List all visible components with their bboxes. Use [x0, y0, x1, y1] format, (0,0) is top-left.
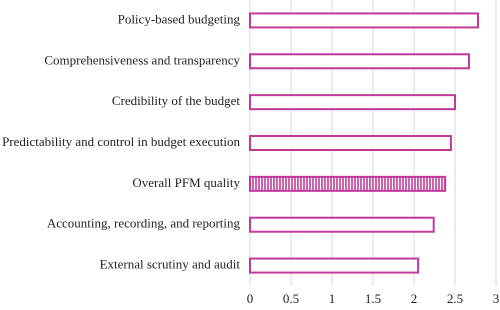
x-tick-label: 2.5	[447, 291, 463, 306]
bar	[249, 94, 456, 111]
x-tick-label: 0	[247, 291, 254, 306]
y-tick-label: Overall PFM quality	[132, 175, 240, 190]
x-tick-label: 0.5	[283, 291, 299, 306]
y-tick-label: Comprehensiveness and transparency	[44, 52, 240, 67]
bar	[249, 257, 420, 274]
x-tick-label: 3	[493, 291, 500, 306]
bar	[249, 216, 435, 233]
y-tick-label: External scrutiny and audit	[100, 257, 241, 272]
x-tick-label: 1	[329, 291, 336, 306]
bar	[249, 135, 452, 151]
bar	[249, 175, 447, 192]
x-tick-label: 2	[411, 291, 418, 306]
y-tick-label: Accounting, recording, and reporting	[47, 216, 241, 231]
bar	[249, 53, 470, 70]
bar	[249, 12, 479, 29]
y-tick-label: Policy-based budgeting	[118, 11, 241, 26]
y-tick-label: Predictability and control in budget exe…	[2, 134, 240, 149]
y-tick-label: Credibility of the budget	[112, 93, 241, 108]
x-tick-label: 1.5	[365, 291, 381, 306]
